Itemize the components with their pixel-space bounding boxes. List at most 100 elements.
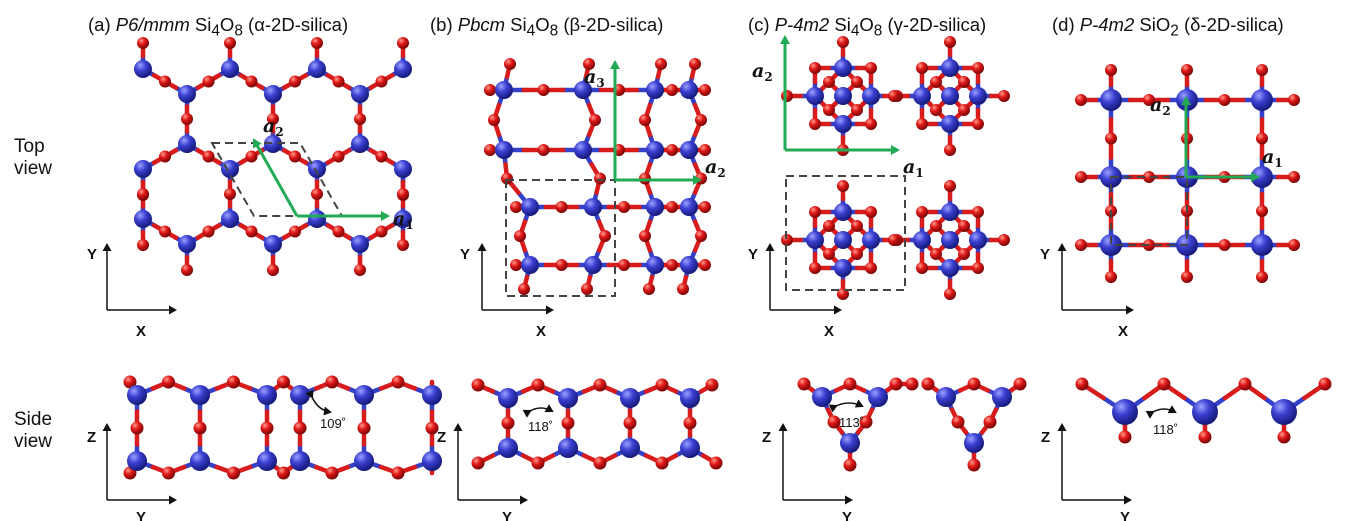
oxygen-atom — [972, 62, 984, 74]
silicon-atom — [394, 60, 412, 78]
oxygen-atom — [1075, 171, 1087, 183]
oxygen-atom — [823, 76, 835, 88]
oxygen-atom — [1075, 94, 1087, 106]
oxygen-atom — [781, 90, 793, 102]
oxygen-atom — [843, 458, 857, 472]
vector-label-a1-d: a1 — [1262, 146, 1283, 170]
oxygen-atom — [1105, 132, 1117, 145]
oxygen-atom — [267, 264, 279, 276]
oxygen-atom — [851, 220, 863, 232]
unit-cell-b — [505, 179, 616, 297]
oxygen-atom — [843, 377, 857, 391]
silicon-atom — [941, 203, 959, 221]
oxygen-atom — [245, 150, 258, 163]
silicon-atom — [127, 451, 147, 471]
oxygen-atom — [677, 283, 689, 295]
oxygen-atom — [504, 58, 516, 70]
silicon-atom — [394, 210, 412, 228]
oxygen-atom — [972, 118, 984, 130]
oxygen-atom — [921, 377, 935, 391]
oxygen-atom — [618, 201, 630, 213]
angle-label-c: 113˚ — [839, 415, 864, 430]
oxygen-atom — [325, 375, 339, 389]
panel-title-c: (c) P-4m2 Si4O8 (γ-2D-silica) — [748, 14, 987, 40]
oxygen-atom — [227, 466, 240, 480]
oxygen-atom — [958, 104, 970, 116]
silicon-atom — [134, 160, 152, 178]
oxygen-atom — [865, 118, 877, 130]
oxygen-atom — [709, 456, 723, 470]
silicon-atom — [498, 388, 518, 408]
vector-label-a3-b: a3 — [584, 66, 605, 90]
silicon-atom — [308, 210, 326, 228]
silicon-atom — [812, 387, 832, 407]
silicon-atom — [422, 385, 442, 405]
oxygen-atom — [623, 416, 637, 430]
silicon-atom — [521, 198, 539, 216]
oxygen-atom — [1238, 377, 1252, 391]
oxygen-atom — [930, 76, 942, 88]
silicon-atom — [862, 231, 880, 249]
silicon-atom — [354, 385, 374, 405]
silicon-atom — [680, 81, 698, 99]
silicon-atom — [308, 160, 326, 178]
oxygen-atom — [583, 58, 595, 70]
silicon-atom — [178, 235, 196, 253]
vector-label-a2-c: a2 — [752, 60, 773, 84]
silicon-atom — [680, 256, 698, 274]
oxygen-atom — [837, 180, 849, 192]
oxygen-atom — [289, 150, 301, 163]
silicon-atom — [913, 231, 931, 249]
oxygen-atom — [809, 118, 821, 130]
oxygen-atom — [666, 144, 678, 156]
oxygen-atom — [809, 206, 821, 218]
oxygen-atom — [944, 36, 956, 48]
silicon-atom — [1192, 399, 1218, 425]
silicon-atom — [834, 231, 852, 249]
oxygen-atom — [555, 201, 568, 213]
oxygen-atom — [159, 150, 171, 163]
oxygen-atom — [823, 104, 835, 116]
oxygen-atom — [699, 201, 711, 213]
silicon-atom — [422, 451, 442, 471]
oxygen-atom — [531, 378, 545, 392]
silicon-atom — [574, 141, 592, 159]
oxygen-atom — [162, 375, 175, 389]
vector-label-a2-a: a2 — [263, 115, 284, 139]
oxygen-atom — [599, 230, 611, 242]
silicon-atom — [969, 87, 987, 105]
oxygen-atom — [666, 201, 678, 213]
oxygen-atom — [193, 421, 207, 435]
oxygen-atom — [916, 118, 928, 130]
oxygen-atom — [514, 230, 526, 242]
oxygen-atom — [1256, 205, 1268, 217]
oxygen-atom — [501, 172, 513, 185]
oxygen-atom — [689, 58, 701, 70]
oxygen-atom — [967, 458, 981, 472]
silicon-atom — [834, 259, 852, 277]
oxygen-atom — [391, 466, 405, 480]
oxygen-atom — [865, 262, 877, 274]
silicon-atom — [646, 198, 664, 216]
oxygen-atom — [1256, 64, 1268, 76]
silicon-atom — [936, 387, 956, 407]
silicon-atom — [1271, 399, 1297, 425]
oxygen-atom — [930, 104, 942, 116]
oxygen-atom — [375, 225, 388, 238]
axis-label-y-side-a: Y — [136, 509, 146, 521]
oxygen-atom — [1256, 271, 1268, 283]
silicon-atom — [495, 141, 513, 159]
oxygen-atom — [930, 220, 942, 232]
oxygen-atom — [593, 456, 607, 470]
silicon-atom — [680, 141, 698, 159]
oxygen-atom — [639, 114, 651, 126]
axis-label-y-d: Y — [1040, 246, 1050, 263]
oxygen-atom — [289, 75, 301, 88]
oxygen-atom — [484, 84, 496, 96]
oxygen-atom — [851, 76, 863, 88]
oxygen-atom — [916, 206, 928, 218]
oxygen-atom — [593, 378, 607, 392]
axis-label-y-side-c: Y — [842, 509, 852, 521]
oxygen-atom — [655, 58, 667, 70]
silicon-atom — [1100, 234, 1122, 256]
